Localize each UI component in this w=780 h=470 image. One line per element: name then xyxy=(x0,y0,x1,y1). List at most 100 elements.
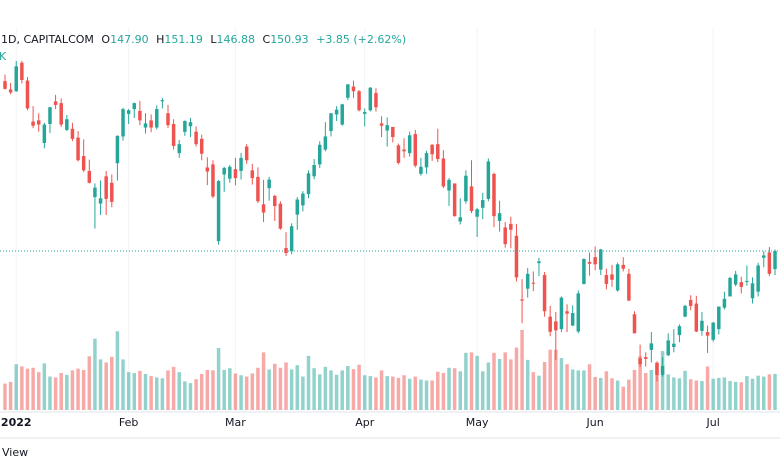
volume-bar xyxy=(542,362,547,410)
candle-body xyxy=(554,321,558,331)
volume-bar xyxy=(205,369,210,410)
volume-bar xyxy=(379,370,384,410)
volume-bar xyxy=(70,370,75,410)
candle-body xyxy=(722,298,727,308)
volume-bar xyxy=(621,386,625,410)
volume-bar xyxy=(250,373,255,410)
x-tick-label: 2022 xyxy=(1,416,32,429)
candle-body xyxy=(31,121,35,126)
x-tick-label: Jul xyxy=(706,416,720,429)
change: +3.85 (+2.62%) xyxy=(316,33,406,46)
value: 147.90 xyxy=(110,33,149,46)
volume-bar xyxy=(53,377,58,410)
candle-body xyxy=(469,186,474,212)
candle-body xyxy=(20,62,24,80)
volume-bar xyxy=(183,381,187,410)
candle-body xyxy=(138,110,142,121)
x-tick-label: Mar xyxy=(225,416,246,429)
volume-bar xyxy=(537,375,541,410)
volume-bar xyxy=(87,356,92,410)
volume-bar xyxy=(334,374,339,410)
candle-body xyxy=(48,107,52,124)
volume-bar xyxy=(121,359,125,410)
candle-body xyxy=(166,113,170,126)
candle-body xyxy=(183,120,187,132)
candle-body xyxy=(312,164,316,177)
candle-body xyxy=(289,226,294,252)
volume-bar xyxy=(329,370,333,410)
volume-bar xyxy=(301,376,305,410)
candle-body xyxy=(649,343,654,350)
candle-body xyxy=(475,209,479,217)
candle-body xyxy=(565,311,569,314)
volume-bar xyxy=(93,338,97,410)
volume-bar xyxy=(374,377,378,410)
candle-body xyxy=(205,167,210,172)
candle-body xyxy=(464,175,468,202)
volume-bar xyxy=(643,373,648,410)
candle-body xyxy=(295,199,300,215)
volume-bar xyxy=(587,364,592,410)
volume-bar xyxy=(256,367,260,410)
volume-bar xyxy=(711,378,715,410)
x-tick-label: Apr xyxy=(355,416,375,429)
volume-bar xyxy=(278,367,283,410)
candle-body xyxy=(582,258,586,284)
candle-body xyxy=(301,193,305,206)
candle-body xyxy=(250,170,255,179)
volume-bar xyxy=(570,369,575,410)
volume-bar xyxy=(593,377,597,410)
footer-button[interactable]: View xyxy=(2,446,28,459)
volume-bar xyxy=(216,347,221,410)
volume-bar xyxy=(244,376,249,410)
candle-body xyxy=(638,358,642,365)
candle-body xyxy=(604,275,609,284)
candle-body xyxy=(188,122,193,127)
candle-body xyxy=(379,123,384,126)
volume-bar xyxy=(683,370,687,410)
volume-bar xyxy=(655,362,659,410)
candle-body xyxy=(660,365,665,375)
candle-body xyxy=(688,299,693,306)
volume-bar xyxy=(666,374,670,410)
candle-body xyxy=(531,282,536,284)
candle-body xyxy=(222,167,226,175)
symbol: 1D, CAPITALCOM xyxy=(1,33,94,46)
volume-bar xyxy=(419,379,423,410)
volume-bar xyxy=(104,362,108,410)
candle-body xyxy=(121,109,125,137)
candle-body xyxy=(655,363,659,375)
volume-bar xyxy=(762,376,766,410)
candle-body xyxy=(480,200,485,208)
candle-body xyxy=(773,251,777,270)
candle-body xyxy=(756,265,760,292)
volume-bar xyxy=(464,352,468,410)
value: 151.19 xyxy=(164,33,203,46)
volume-bar xyxy=(733,381,738,410)
candle-body xyxy=(520,299,524,301)
candle-body xyxy=(177,144,181,154)
volume-bar xyxy=(31,367,35,410)
volume-bar xyxy=(362,375,367,410)
volume-bar xyxy=(222,369,226,410)
legend: 1D, CAPITALCOM O147.90 H151.19 L146.88 C… xyxy=(1,33,406,46)
value: 150.93 xyxy=(270,33,309,46)
volume-bar xyxy=(514,347,519,410)
volume-bar xyxy=(138,370,142,410)
candle-body xyxy=(587,261,592,264)
candle-body xyxy=(65,119,69,130)
volume-bar xyxy=(554,349,558,410)
candle-body xyxy=(368,87,373,111)
candle-body xyxy=(542,275,547,312)
candle-body xyxy=(705,332,710,336)
candle-body xyxy=(452,183,457,217)
candle-body xyxy=(419,166,423,174)
candle-body xyxy=(14,66,18,92)
volume-bar xyxy=(486,362,491,410)
volume-bar xyxy=(295,365,300,410)
candle-body xyxy=(503,227,507,245)
volume-bar xyxy=(166,370,170,410)
volume-bar xyxy=(756,375,760,410)
candle-body xyxy=(458,217,462,222)
volume-bar xyxy=(318,374,322,410)
